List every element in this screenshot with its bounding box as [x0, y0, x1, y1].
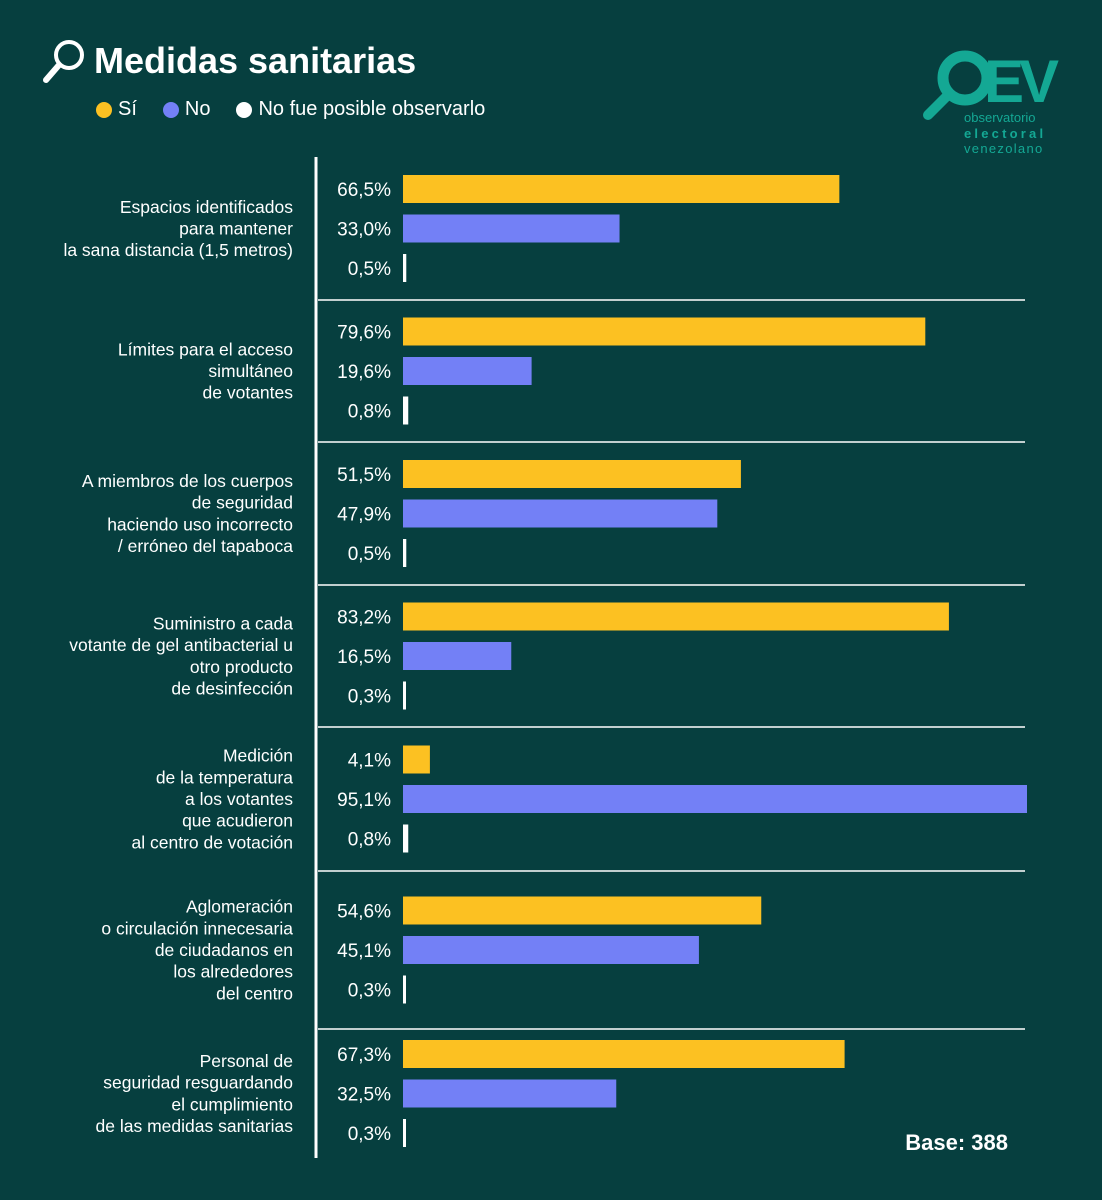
logo-text: observatorio electoral venezolano — [964, 110, 1046, 157]
legend-label-no: No — [184, 98, 211, 120]
data-label: 0,3% — [348, 687, 391, 708]
category-label-line: / erróneo del tapaboca — [118, 536, 293, 556]
legend-item-si: Sí — [96, 98, 137, 121]
logo-mark: EV — [984, 48, 1059, 115]
data-label: 45,1% — [337, 941, 391, 962]
category-label: Personal de seguridad resguardando el cump… — [96, 1051, 294, 1136]
category-label: Medición de la temperatura a los votantes q… — [132, 746, 294, 853]
data-label: 19,6% — [337, 362, 391, 383]
category-label-line: seguridad resguardando — [103, 1073, 293, 1093]
category-label-line: Aglomeración — [186, 897, 293, 917]
bar-no-observado — [403, 396, 409, 425]
category-label-line: a los votantes — [185, 789, 293, 809]
bar-no-observado — [403, 1119, 406, 1147]
category-label-line: otro producto — [190, 657, 293, 677]
category-label-line: haciendo uso incorrecto — [107, 514, 293, 534]
data-label: 33,0% — [337, 220, 391, 241]
category-label-line: simultáneo — [208, 361, 293, 381]
category-label: Espacios identificados para mantener la sa… — [63, 197, 293, 260]
data-label: 0,3% — [348, 981, 391, 1002]
category-label: A miembros de los cuerpos de seguridad hac… — [82, 471, 293, 556]
category-label-line: los alrededores — [173, 962, 293, 982]
category-label-line: votante de gel antibacterial u — [69, 635, 293, 655]
category-label: Aglomeración o circulación innecesaria de … — [101, 897, 293, 1004]
legend-item-no-observado: No fue posible observarlo — [236, 98, 485, 121]
bar-si — [403, 317, 926, 346]
bar-no — [403, 357, 532, 385]
data-label: 0,5% — [348, 544, 391, 565]
base-label: Base: 388 — [905, 1130, 1008, 1155]
data-label: 95,1% — [337, 790, 391, 811]
category-label-line: Límites para el acceso — [118, 339, 293, 359]
data-label: 79,6% — [337, 323, 391, 344]
category-label-line: o circulación innecesaria — [101, 918, 293, 938]
category-label-line: de desinfección — [171, 679, 293, 699]
legend-swatch-no — [162, 101, 179, 118]
category-label-line: para mantener — [179, 219, 293, 239]
data-label: 4,1% — [348, 751, 391, 772]
bar-si — [403, 745, 430, 774]
data-label: 66,5% — [337, 180, 391, 201]
category-label-line: de seguridad — [192, 493, 293, 513]
category-label-line: de ciudadanos en — [155, 940, 293, 960]
data-label: 47,9% — [337, 505, 391, 526]
legend-label-no-observado: No fue posible observarlo — [258, 98, 486, 120]
category-label-line: Espacios identificados — [120, 197, 293, 217]
logo-line-3: venezolano — [964, 141, 1044, 156]
bar-no — [403, 1079, 617, 1108]
header: Medidas sanitarias — [40, 36, 416, 86]
bar-no — [403, 642, 512, 670]
bar-si — [403, 896, 762, 925]
category-label-line: de las medidas sanitarias — [96, 1116, 294, 1136]
bar-no — [403, 499, 718, 528]
legend-swatch-si — [96, 101, 112, 118]
bar-si — [403, 175, 840, 203]
oev-logo: EV — [923, 48, 1064, 120]
chart-legend: Sí No No fue posible observarlo — [96, 98, 511, 121]
category-label-line: al centro de votación — [132, 832, 294, 852]
data-label: 0,3% — [348, 1124, 391, 1145]
category-label-line: A miembros de los cuerpos — [82, 471, 293, 491]
category-label-line: de la temperatura — [156, 767, 293, 787]
data-label: 32,5% — [337, 1085, 391, 1106]
data-label: 16,5% — [337, 647, 391, 668]
bar-no-observado — [403, 539, 407, 567]
logo-line-1: observatorio — [964, 110, 1036, 125]
category-label-line: Medición — [223, 746, 293, 766]
category-label-line: el cumplimiento — [171, 1094, 293, 1114]
logo-line-2: electoral — [964, 125, 1047, 141]
category-label-line: Personal de — [200, 1051, 293, 1071]
data-label: 0,8% — [348, 830, 391, 851]
bar-no-observado — [403, 975, 406, 1004]
page-title: Medidas sanitarias — [94, 40, 417, 81]
data-label: 0,8% — [348, 402, 391, 423]
category-label-line: la sana distancia (1,5 metros) — [63, 240, 293, 260]
legend-item-no: No — [162, 98, 211, 121]
data-label: 67,3% — [337, 1045, 391, 1066]
legend-swatch-no-observado — [236, 101, 253, 118]
bar-no-observado — [403, 824, 409, 853]
data-label: 51,5% — [337, 465, 391, 486]
bar-no — [403, 214, 620, 243]
bar-si — [403, 460, 741, 488]
category-label-line: de votantes — [203, 383, 294, 403]
category-label: Límites para el acceso simultáneo de votan… — [118, 339, 293, 402]
bar-no — [403, 936, 699, 964]
bar-no-observado — [403, 681, 406, 710]
data-label: 54,6% — [337, 902, 391, 923]
data-label: 83,2% — [337, 608, 391, 629]
bar-si — [403, 1040, 845, 1068]
category-label: Suministro a cada votante de gel antibact… — [69, 613, 293, 698]
category-label-line: del centro — [216, 983, 293, 1003]
legend-label-si: Sí — [118, 98, 137, 120]
magnifier-icon — [43, 40, 84, 83]
bar-si — [403, 602, 949, 631]
category-label-line: Suministro a cada — [153, 613, 293, 633]
category-label-line: que acudieron — [182, 811, 293, 831]
data-label: 0,5% — [348, 259, 391, 280]
bar-no-observado — [403, 254, 407, 282]
bar-no — [403, 785, 1027, 813]
